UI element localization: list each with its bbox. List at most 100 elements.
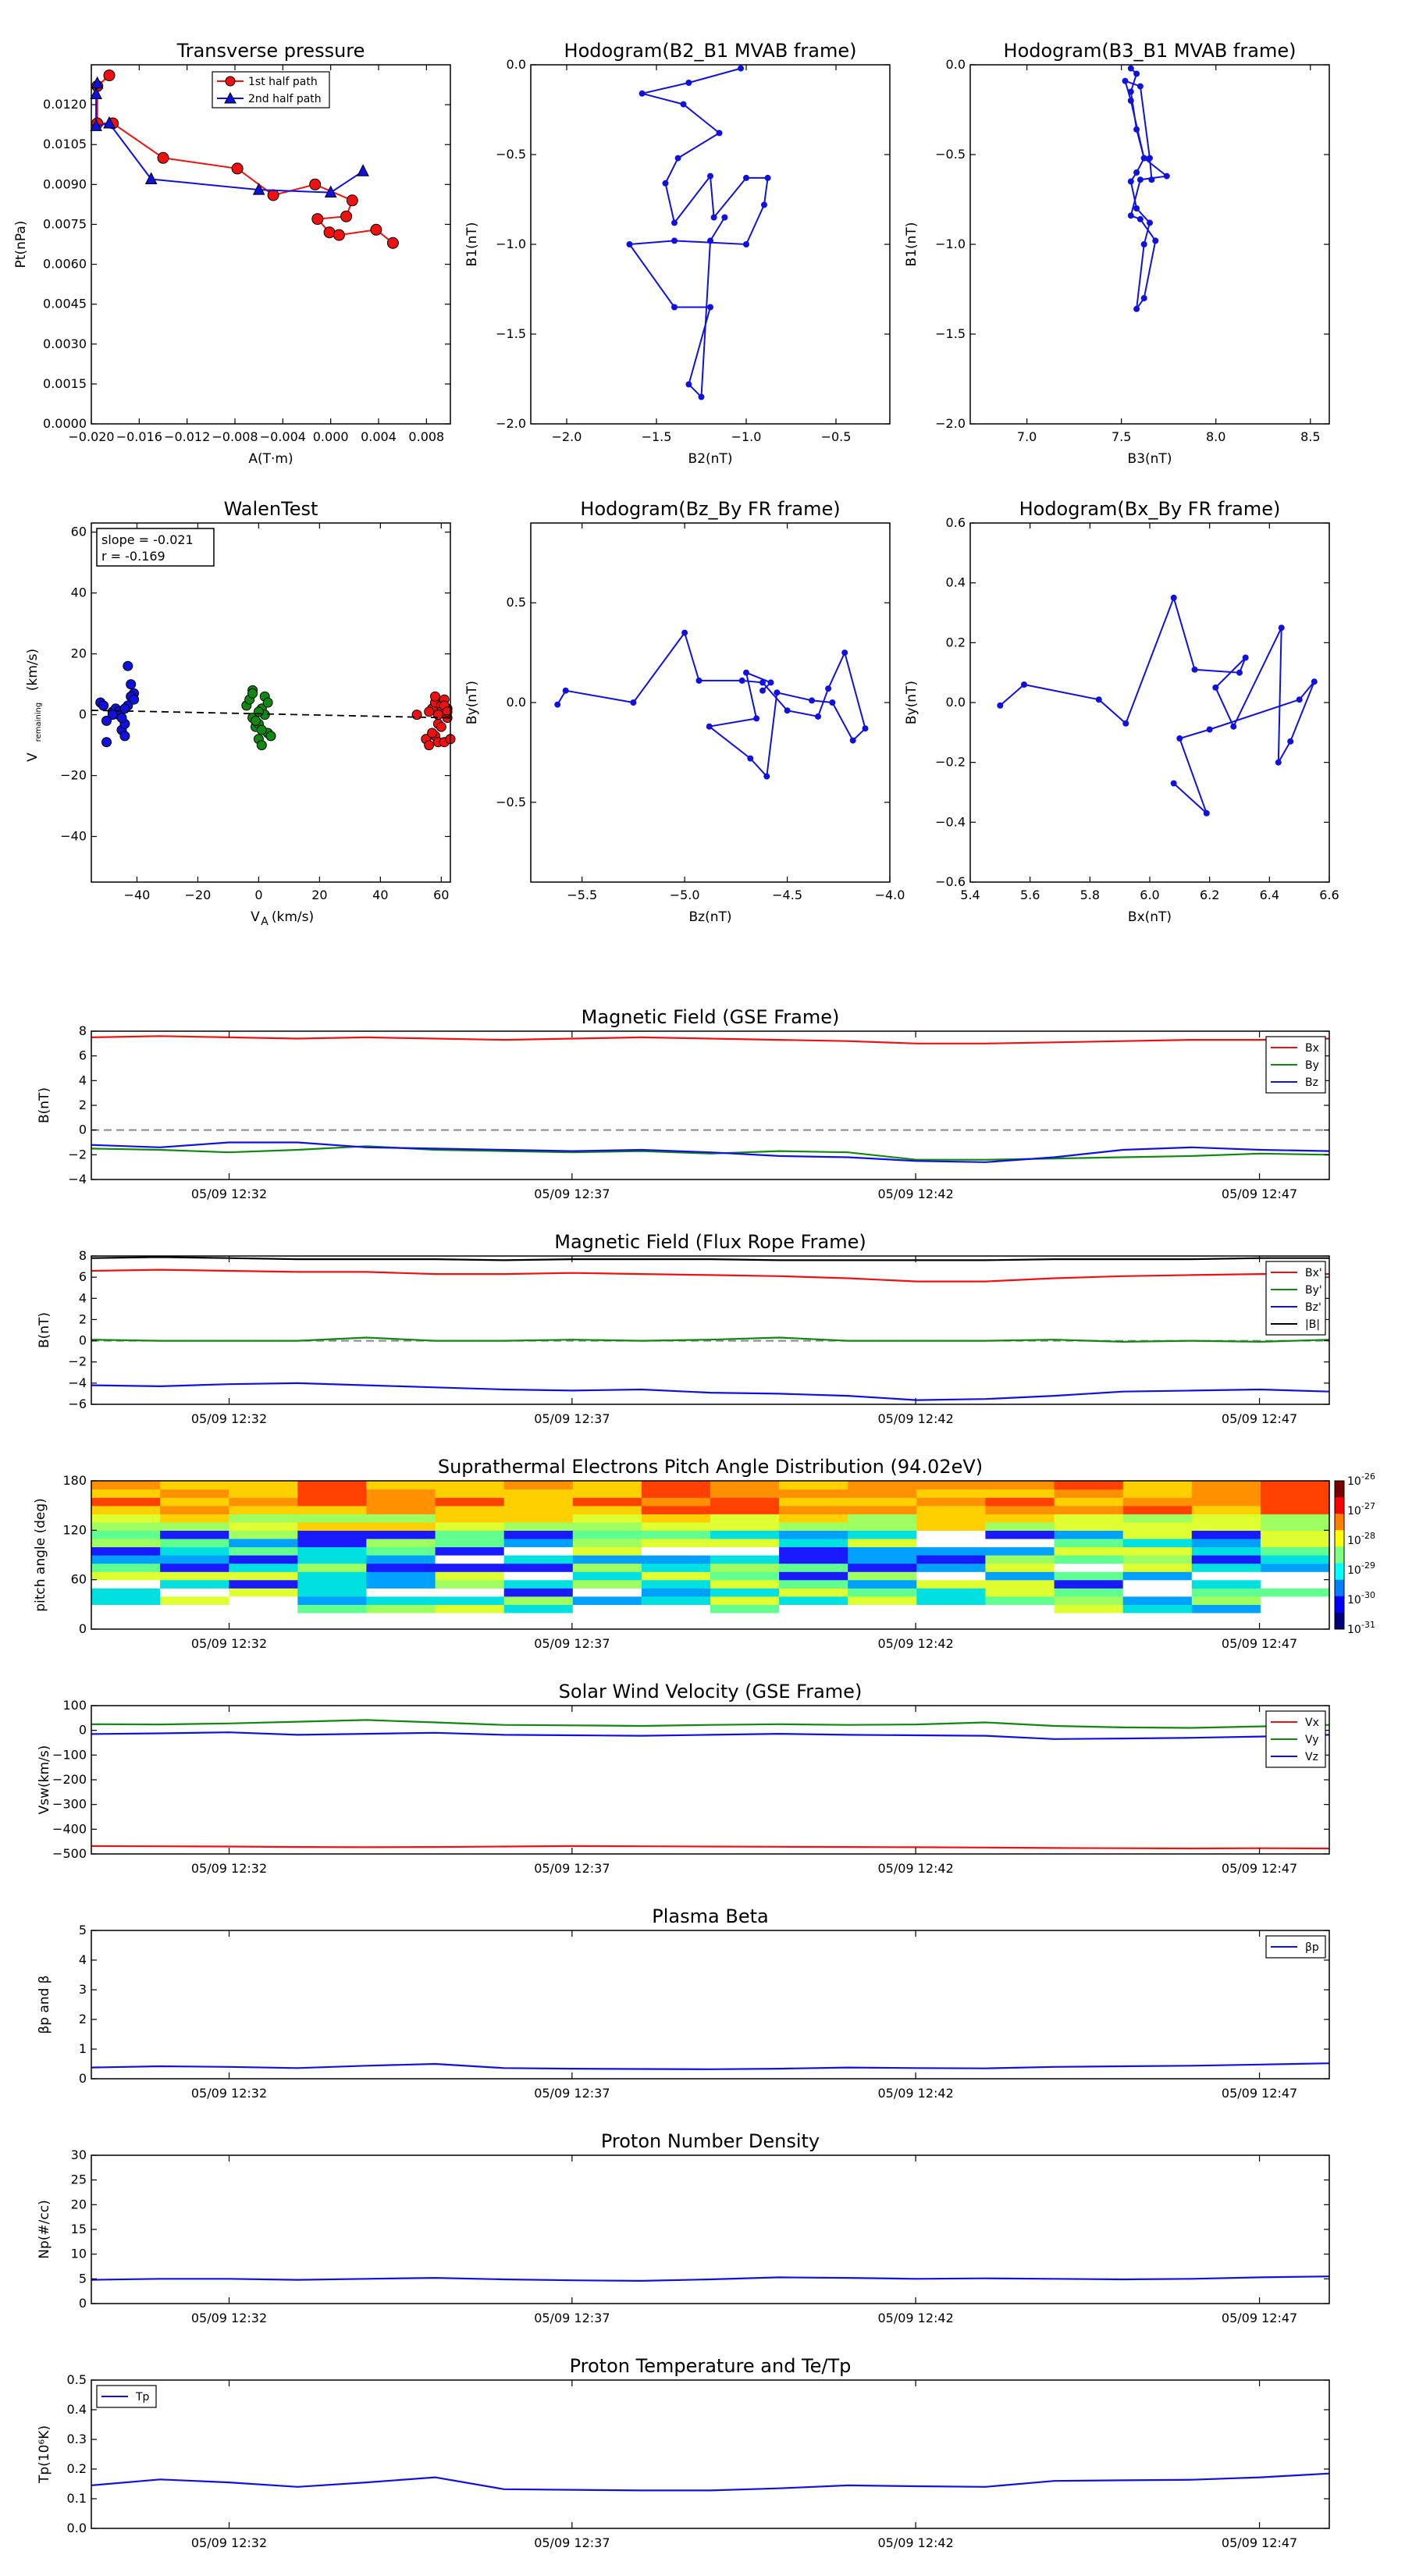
series-point-2nd-half [91,76,104,89]
pad-cell [229,1579,298,1589]
pad-cell [435,1604,505,1614]
pad-cell [848,1563,917,1572]
pad-cell [1260,1521,1330,1531]
pad-cell [503,1604,574,1614]
legend-label: Vx [1305,1717,1319,1729]
panel-pad: Suprathermal Electrons Pitch Angle Distr… [33,1456,1375,1651]
time-tick-label: 05/09 12:32 [191,1411,267,1426]
panel-title: Hodogram(Bx_By FR frame) [1019,498,1281,520]
y-tick-label: 30 [71,2147,87,2162]
pad-cell [1054,1596,1124,1605]
y-tick-label: 0.0015 [43,376,87,391]
pad-cell [1054,1563,1124,1572]
series-point-2nd-half [357,164,369,176]
colorbar-tick-label: 10 [1347,1624,1361,1636]
pad-cell [435,1555,505,1564]
pad-cell [848,1604,917,1614]
y-tick-label: 20 [71,646,87,661]
hodogram-point [1278,624,1285,632]
pad-cell [366,1604,436,1614]
pad-cell [985,1497,1055,1507]
hodogram-point [1136,83,1144,90]
hodogram-point [1140,241,1147,247]
series-line [91,1731,1330,1740]
pad-cell [572,1596,642,1605]
x-tick-label: 0.000 [313,429,349,444]
y-tick-label: 8 [79,1023,87,1038]
pad-cell [160,1546,229,1556]
pad-cell [1122,1579,1193,1589]
walen-point [119,731,130,742]
y-tick-label: 0 [79,1621,87,1636]
series-point-1st-half [370,223,382,236]
y-tick-label: 0.0075 [43,216,87,231]
hodogram-point [1133,169,1140,176]
pad-cell [916,1489,986,1498]
y-tick-label: 20 [71,2197,87,2211]
x-tick-label: −1.0 [731,429,762,444]
legend: 1st half path 2nd half path [212,71,330,109]
hodogram-point [738,677,745,684]
legend-box [1265,1261,1326,1336]
y-axis-label: pitch angle (deg) [33,1498,48,1612]
time-tick-label: 05/09 12:32 [191,1187,267,1201]
x-tick-label: 0.004 [361,429,397,444]
x-tick-label: −40 [124,888,151,902]
time-tick-label: 05/09 12:32 [191,2086,267,2101]
y-tick-label: −500 [52,1846,87,1861]
x-tick-label: 0.008 [408,429,444,444]
panel-walen-test: WalenTest −40 −20 0 20 40 60 −40 −20 0 20 40 60 slope… [25,498,456,928]
pad-cell [985,1505,1055,1514]
y-tick-label: 0.0 [946,695,966,710]
y-tick-label: −100 [52,1747,87,1762]
pad-cell [779,1481,848,1490]
series-point-1st-half [231,162,244,175]
pad-cell [572,1497,642,1507]
annotation-r: r = -0.169 [101,549,165,564]
pad-cell [641,1538,711,1548]
colorbar-tick-label: 10 [1347,1505,1361,1517]
hodogram-point [685,381,692,388]
hodogram-point [761,201,767,208]
hodogram-point [841,649,848,656]
y-axis-label: B(nT) [37,1087,52,1123]
pad-cell [641,1612,711,1622]
hodogram-point [1176,735,1183,742]
pad-cell [160,1563,229,1572]
pad-cell [1054,1612,1124,1622]
plot-frame [91,1480,1330,1630]
pad-cell [985,1538,1055,1548]
series-line [91,1845,1330,1850]
legend-label: 1st half path [248,76,318,88]
pad-cell [503,1505,574,1514]
plot-frame [969,64,1330,425]
pad-cell [848,1621,917,1630]
walen-point [126,679,137,690]
pad-cell [1122,1555,1193,1564]
pad-cell [297,1521,367,1531]
x-tick-label: −1.5 [642,429,672,444]
series-point-2nd-half [90,119,102,131]
panel-title: Plasma Beta [652,1905,768,1927]
series-point-1st-half [333,229,345,241]
pad-cell [916,1555,986,1564]
hodogram-point [1163,173,1170,180]
pad-cell [160,1555,229,1564]
y-tick-label: 0.2 [946,635,966,649]
series-point-1st-half [103,69,116,82]
pad-cell [916,1521,986,1531]
pad-cell [91,1481,161,1490]
pad-cell [91,1621,161,1630]
x-tick-label: 6.2 [1200,888,1219,902]
plot-frame [530,522,891,883]
pad-cell [1122,1489,1193,1498]
hodogram-point [1127,88,1134,95]
pad-cell [916,1530,986,1539]
series-point-1st-half [267,189,279,201]
pad-cell [1191,1521,1261,1531]
fit-annotation: slope = -0.021 r = -0.169 [96,528,215,567]
hodogram-point [710,214,717,221]
pad-cell [916,1596,986,1605]
hodogram-point [1170,594,1177,601]
walen-point [265,731,276,742]
